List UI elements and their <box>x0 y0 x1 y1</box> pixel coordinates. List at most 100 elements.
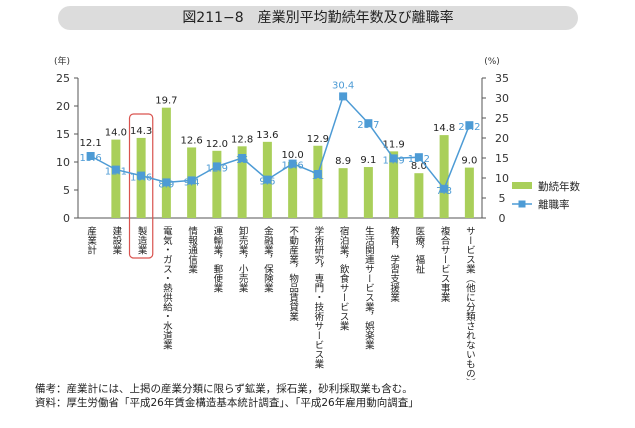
bar-value-label: 12.0 <box>206 139 228 150</box>
bar <box>288 162 298 218</box>
bar-value-label: 9.0 <box>461 156 477 167</box>
line-value-label: 23.7 <box>357 120 379 131</box>
right-tick-label: 35 <box>495 72 509 85</box>
bar-value-label: 12.9 <box>307 134 329 145</box>
bar <box>313 145 323 218</box>
bar-value-label: 14.0 <box>105 128 127 139</box>
category-label: 産業計 <box>85 225 97 255</box>
right-tick-label: 15 <box>495 152 509 165</box>
category-label: 運輸業，郵便業 <box>211 226 223 293</box>
bar-value-label: 11.9 <box>382 139 404 150</box>
chart-title: 図211−8 産業別平均勤続年数及び離職率 <box>58 6 578 30</box>
category-label: 金融業，保険業 <box>262 225 274 293</box>
line-point <box>263 175 272 184</box>
bar-value-label: 19.7 <box>155 96 177 107</box>
bar-value-label: 12.6 <box>180 135 202 146</box>
left-tick-label: 15 <box>56 128 70 141</box>
bar <box>414 173 424 218</box>
category-label: 情報通信業 <box>186 225 198 274</box>
category-label: 電気・ガス・熱供給・水道業 <box>161 226 173 350</box>
line-point <box>137 171 146 180</box>
bar-value-label: 12.8 <box>231 134 253 145</box>
note-remark: 備考：産業計には、上掲の産業分類に限らず鉱業，採石業，砂利採取業も含む。 <box>35 383 413 395</box>
right-tick-label: 10 <box>495 172 509 185</box>
line-point <box>111 165 120 174</box>
legend-line-marker <box>518 200 526 208</box>
bar-value-label: 10.0 <box>281 150 303 161</box>
legend-line-label: 離職率 <box>538 198 570 211</box>
left-tick-label: 5 <box>63 184 70 197</box>
legend-bar-label: 勤続年数 <box>538 180 580 193</box>
category-label: 学術研究，専門・技術サービス業 <box>312 225 324 369</box>
right-tick-label: 30 <box>495 92 509 105</box>
left-tick-label: 0 <box>63 212 70 225</box>
line-value-label: 10.6 <box>130 173 152 184</box>
line-point <box>339 92 348 101</box>
line-value-label: 12.9 <box>206 163 228 174</box>
line-value-label: 15.2 <box>408 154 430 165</box>
line-point <box>364 119 373 128</box>
right-tick-label: 20 <box>495 132 509 145</box>
right-tick-label: 5 <box>499 192 506 205</box>
line-point <box>86 152 95 160</box>
left-tick-label: 25 <box>56 72 70 85</box>
bar-value-label: 12.1 <box>79 138 101 149</box>
bar-value-label: 8.9 <box>335 156 351 167</box>
note-source: 資料：厚生労働省「平成26年賃金構造基本統計調査」、「平成26年雇用動向調査」 <box>35 397 419 409</box>
line-point <box>313 170 322 178</box>
left-axis-unit: (年) <box>54 55 70 67</box>
bar-value-label: 9.1 <box>360 155 376 166</box>
bar <box>212 150 222 218</box>
category-label: サービス業（他に分類されないもの） <box>464 226 476 380</box>
line-value-label: 7.3 <box>436 186 452 197</box>
category-label: 医療，福祉 <box>413 226 425 274</box>
legend-bar-swatch <box>512 182 532 189</box>
category-label: 建設業 <box>110 225 122 255</box>
bar <box>338 168 348 218</box>
bar <box>439 135 449 218</box>
line-point <box>162 178 171 187</box>
line-value-label: 15.6 <box>79 153 101 164</box>
category-label: 生活関連サービス業，娯楽業 <box>363 225 375 350</box>
line-value-label: 13.6 <box>281 161 303 172</box>
category-label: 卸売業，小売業 <box>237 225 249 293</box>
line-point <box>465 121 474 130</box>
line-point <box>440 184 449 193</box>
right-axis-unit: (%) <box>484 57 500 67</box>
category-label: 不動産業，物品賃貸業 <box>287 226 299 322</box>
line-point <box>238 154 247 162</box>
bar <box>237 146 247 218</box>
category-label: 製造業 <box>136 225 148 255</box>
bar <box>161 107 171 218</box>
bar <box>389 151 399 218</box>
line-value-label: 9.4 <box>184 177 200 188</box>
bar-value-label: 14.8 <box>433 123 455 134</box>
line-series <box>90 94 471 191</box>
line-value-label: 8.9 <box>158 179 174 190</box>
left-tick-label: 10 <box>56 156 70 169</box>
line-point <box>187 176 196 185</box>
bar-value-label: 13.6 <box>256 130 278 141</box>
line-value-label: 15 <box>236 155 249 166</box>
bar-value-label: 14.3 <box>130 126 152 137</box>
category-label: 複合サービス事業 <box>439 225 451 303</box>
line-point <box>288 159 297 168</box>
line-value-label: 23.2 <box>458 122 480 133</box>
line-value-label: 9.6 <box>259 177 275 188</box>
line-point <box>389 154 398 163</box>
line-point <box>414 153 423 162</box>
line-value-label: 30.4 <box>332 80 354 91</box>
right-tick-label: 25 <box>495 112 509 125</box>
line-value-label: 11 <box>312 171 325 182</box>
category-label: 宿泊業，飲食サービス業 <box>338 225 350 331</box>
bar <box>111 139 121 218</box>
left-tick-label: 20 <box>56 100 70 113</box>
line-point <box>212 162 221 171</box>
right-tick-label: 0 <box>499 212 506 225</box>
line-value-label: 12.1 <box>105 167 127 178</box>
line-value-label: 14.9 <box>382 155 404 166</box>
highlight-box <box>128 113 154 259</box>
notes: 備考：産業計には、上掲の産業分類に限らず鉱業，採石業，砂利採取業も含む。 資料：… <box>35 382 419 410</box>
bar <box>464 167 474 218</box>
